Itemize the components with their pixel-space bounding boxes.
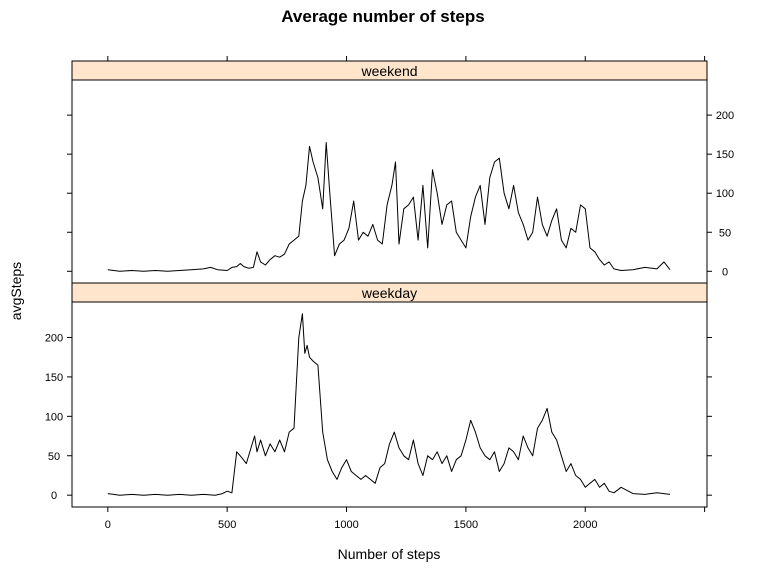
x-tick-label-500: 500 [218, 519, 236, 531]
y-tick-label-weekend-50: 50 [719, 227, 731, 239]
frame-weekend [71, 79, 708, 284]
strip-weekday-label: weekday [361, 285, 417, 301]
frame-weekday [71, 301, 708, 508]
y-axis-label: avgSteps [8, 262, 24, 320]
y-tick-label-weekend-0: 0 [722, 266, 728, 278]
y-tick-label-weekday-200: 200 [45, 332, 63, 344]
x-tick-label-1500: 1500 [454, 519, 478, 531]
y-tick-label-weekday-0: 0 [51, 490, 57, 502]
y-tick-label-weekend-150: 150 [716, 149, 734, 161]
series-line-weekend [107, 142, 671, 272]
y-tick-label-weekday-100: 100 [45, 411, 63, 423]
x-tick-label-0: 0 [105, 519, 111, 531]
series-line-weekday [107, 313, 671, 496]
panel-weekend: weekend [71, 60, 708, 284]
panel-weekday: weekday [71, 282, 708, 508]
x-tick-label-2000: 2000 [573, 519, 597, 531]
strip-weekend-label: weekend [360, 63, 417, 79]
chart-title: Average number of steps [281, 7, 484, 26]
y-tick-label-weekend-200: 200 [716, 110, 734, 122]
y-tick-label-weekday-150: 150 [45, 372, 63, 384]
y-tick-label-weekend-100: 100 [716, 188, 734, 200]
y-tick-label-weekday-50: 50 [48, 451, 60, 463]
x-tick-label-1000: 1000 [334, 519, 358, 531]
x-axis-label: Number of steps [338, 546, 441, 562]
